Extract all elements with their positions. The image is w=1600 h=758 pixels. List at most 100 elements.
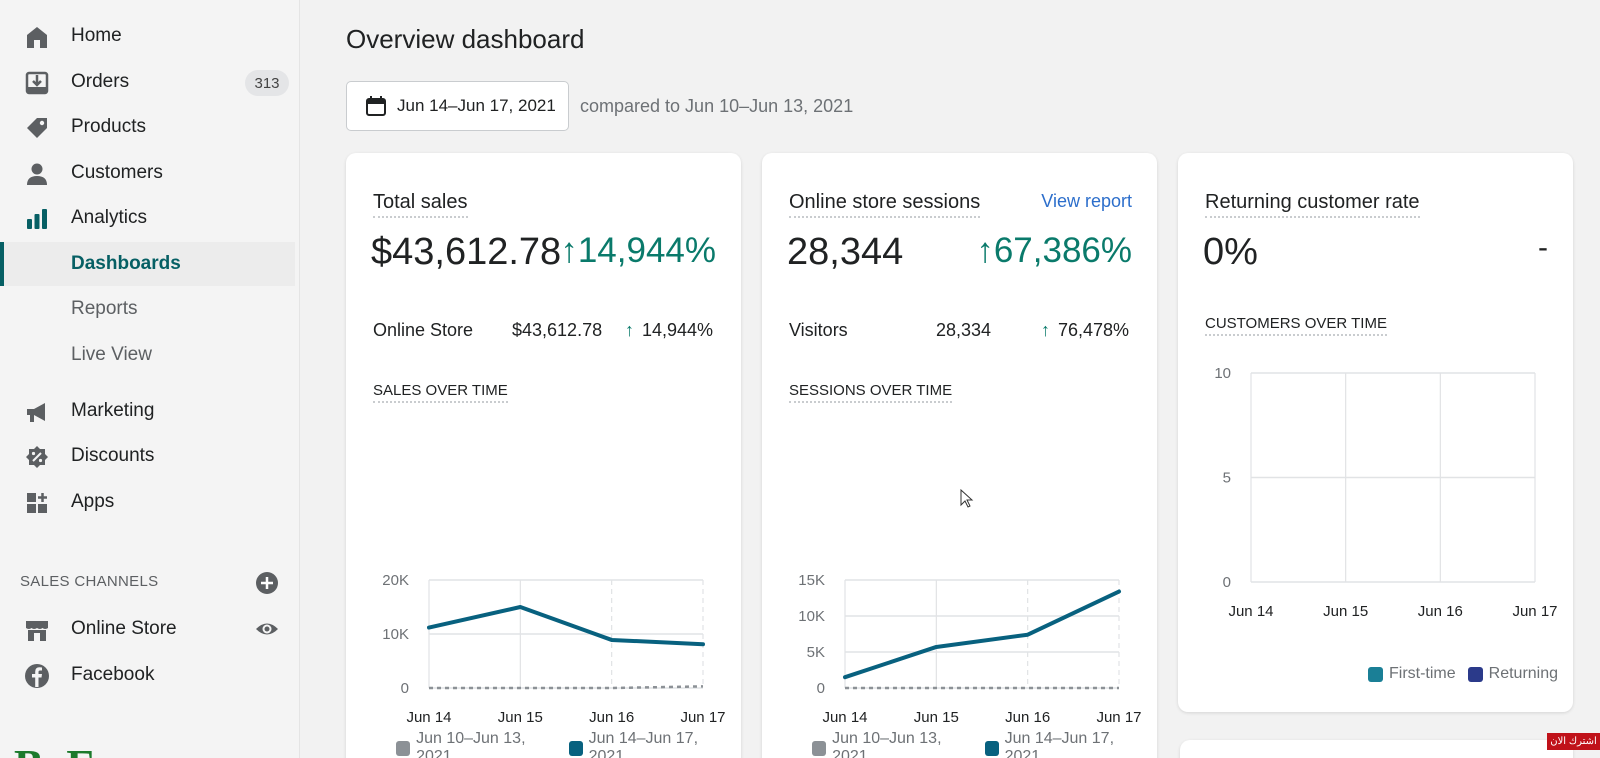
orders-icon <box>25 71 49 95</box>
legend-swatch <box>1467 666 1483 682</box>
x-tick-label: Jun 16 <box>1418 603 1463 620</box>
sales-channels-heading: SALES CHANNELS <box>20 573 159 590</box>
date-range-label: Jun 14–Jun 17, 2021 <box>397 96 556 115</box>
chart-legend: First-time Returning <box>1368 665 1570 683</box>
y-tick-label: 0 <box>401 680 409 697</box>
sidebar-item-marketing[interactable]: Marketing <box>0 389 295 433</box>
x-tick-label: Jun 14 <box>406 709 451 726</box>
legend-label: Jun 10–Jun 13, 2021 <box>416 730 526 758</box>
apps-icon <box>27 493 47 513</box>
sidebar-item-online-store[interactable]: Online Store <box>0 607 295 651</box>
sidebar-item-reports[interactable]: Reports <box>0 287 295 331</box>
sidebar-item-label: Apps <box>71 491 115 512</box>
legend-label: Returning <box>1488 665 1559 682</box>
breakdown-change-value: 14,944% <box>641 320 713 340</box>
total-sales-card: Total sales $43,612.78 ↑14,944% Online S… <box>346 153 741 758</box>
legend-label: Jun 10–Jun 13, 2021 <box>832 730 942 758</box>
sidebar-item-facebook[interactable]: Facebook <box>0 653 295 697</box>
sidebar-item-label: Discounts <box>71 445 155 466</box>
sidebar-item-label: Customers <box>71 162 163 183</box>
legend-swatch <box>568 740 583 756</box>
x-tick-label: Jun 14 <box>1228 603 1273 620</box>
date-range-button[interactable]: Jun 14–Jun 17, 2021 <box>346 81 569 131</box>
eye-icon[interactable] <box>255 617 279 641</box>
legend-swatch <box>1368 666 1383 682</box>
y-tick-label: 20K <box>382 572 409 589</box>
sidebar-item-analytics[interactable]: Analytics <box>0 196 295 240</box>
x-tick-label: Jun 17 <box>1512 603 1557 620</box>
sidebar-item-label: Analytics <box>71 207 148 228</box>
next-card <box>1180 740 1573 758</box>
sales-over-time-chart: 0 10K 20K Jun 14 Jun 15 Jun 16 Jun 17 <box>382 572 725 726</box>
chart-title[interactable]: CUSTOMERS OVER TIME <box>1205 315 1387 336</box>
sidebar-item-home[interactable]: Home <box>0 14 295 58</box>
legend-swatch <box>812 740 827 756</box>
breakdown-value: $43,612.78 <box>512 320 603 340</box>
subscribe-badge[interactable]: اشترك الان <box>1547 733 1600 750</box>
card-title[interactable]: Returning customer rate <box>1205 191 1420 218</box>
orders-count-badge: 313 <box>245 70 289 96</box>
sidebar-item-label: Orders <box>71 71 130 92</box>
legend-item-current: Jun 14–Jun 17, 2021 <box>568 730 730 758</box>
sidebar-item-discounts[interactable]: Discounts <box>0 434 295 478</box>
chart-title[interactable]: SALES OVER TIME <box>373 382 508 403</box>
sidebar-item-label: Home <box>71 25 122 46</box>
card-title[interactable]: Total sales <box>373 191 468 218</box>
sidebar: Home Orders 313 Products Customers Analy… <box>0 0 300 758</box>
returning-customer-card: Returning customer rate 0% - CUSTOMERS O… <box>1178 153 1573 712</box>
sidebar-item-customers[interactable]: Customers <box>0 151 295 195</box>
chart-title[interactable]: SESSIONS OVER TIME <box>789 382 953 403</box>
y-tick-label: 15K <box>798 572 825 589</box>
card-title[interactable]: Online store sessions <box>789 191 981 218</box>
person-icon <box>27 163 47 185</box>
cursor-icon <box>960 489 974 508</box>
x-tick-label: Jun 16 <box>589 709 634 726</box>
sidebar-item-label: Online Store <box>71 618 177 639</box>
y-tick-label: 0 <box>1223 574 1231 591</box>
breakdown-label: Visitors <box>789 320 848 340</box>
customers-over-time-chart: 0 5 10 Jun 14 Jun 15 Jun 16 Jun 17 <box>1214 365 1557 620</box>
store-icon <box>26 621 48 641</box>
legend-item-previous: Jun 10–Jun 13, 2021 <box>396 730 557 758</box>
y-tick-label: 10K <box>798 608 825 625</box>
sidebar-item-products[interactable]: Products <box>0 105 295 149</box>
series-line-current <box>843 589 1121 680</box>
calendar-icon <box>366 96 386 116</box>
sessions-over-time-chart: 0 5K 10K 15K Jun 14 Jun 15 Jun 16 Jun 17 <box>798 572 1141 726</box>
legend-swatch <box>984 740 999 756</box>
sidebar-item-live-view[interactable]: Live View <box>0 333 295 377</box>
sidebar-item-label: Products <box>71 116 146 137</box>
legend-label: First-time <box>1389 665 1456 682</box>
breakdown-value: 28,334 <box>936 320 992 340</box>
add-channel-icon[interactable] <box>255 571 279 595</box>
channel-watermark: B E <box>14 740 102 758</box>
home-icon <box>27 27 47 48</box>
sessions-card: Online store sessions View report 28,344… <box>762 153 1157 758</box>
breakdown-change: ↑ 14,944% <box>625 320 713 341</box>
legend-swatch <box>396 740 411 756</box>
chart-legend: Jun 10–Jun 13, 2021 Jun 14–Jun 17, 2021 <box>812 730 1157 758</box>
breakdown-change-value: 76,478% <box>1057 320 1129 340</box>
legend-item-current: Jun 14–Jun 17, 2021 <box>984 730 1146 758</box>
sidebar-item-orders[interactable]: Orders 313 <box>0 60 295 104</box>
sessions-value: 28,344 <box>787 231 904 273</box>
x-tick-label: Jun 15 <box>1323 603 1368 620</box>
megaphone-icon <box>27 403 45 422</box>
up-arrow-icon: ↑ <box>624 320 634 340</box>
y-tick-label: 10K <box>382 626 409 643</box>
legend-item-returning: Returning <box>1467 665 1559 683</box>
y-tick-label: 10 <box>1214 365 1231 382</box>
view-report-link[interactable]: View report <box>1041 191 1132 211</box>
total-sales-change: ↑14,944% <box>560 231 716 271</box>
x-tick-label: Jun 16 <box>1005 709 1050 726</box>
total-sales-change-value: 14,944% <box>577 231 716 270</box>
up-arrow-icon: ↑ <box>560 231 578 270</box>
sessions-change: ↑67,386% <box>976 231 1132 271</box>
sidebar-item-apps[interactable]: Apps <box>0 480 295 524</box>
active-indicator <box>0 242 4 286</box>
sidebar-item-label: Marketing <box>71 400 155 421</box>
sidebar-item-label: Facebook <box>71 664 155 685</box>
total-sales-value: $43,612.78 <box>371 231 562 273</box>
sidebar-item-dashboards[interactable]: Dashboards <box>0 242 295 286</box>
returning-rate-value: 0% <box>1203 231 1258 273</box>
